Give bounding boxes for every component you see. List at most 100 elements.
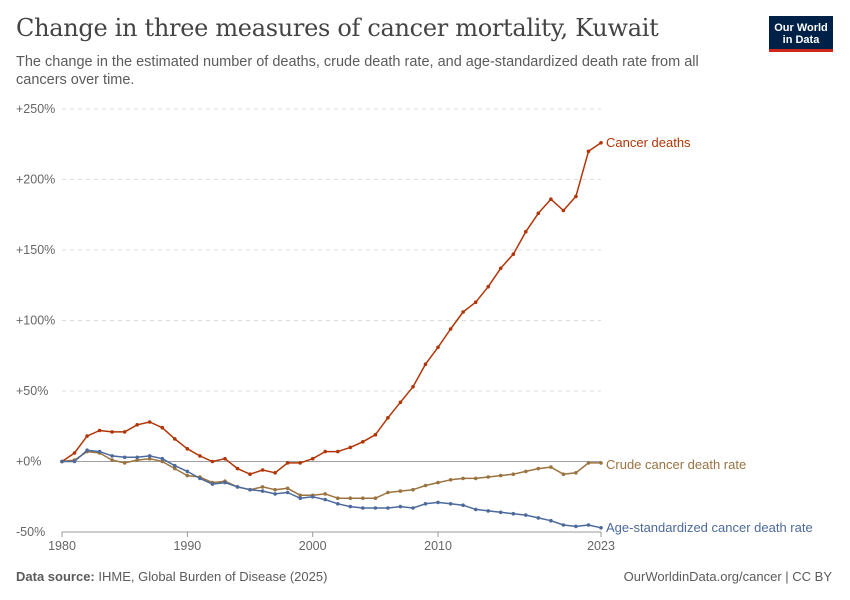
cancer-deaths-point	[160, 425, 165, 430]
crude-death-rate-point	[511, 472, 516, 477]
axis-layer: -50% +0% +50% +100% +150% +200% +250% 1980 1990 2…	[16, 102, 615, 553]
age-standardized-rate-point	[135, 455, 139, 460]
age-standardized-rate-point	[461, 503, 465, 508]
grid-layer	[62, 108, 601, 462]
age-standardized-rate-point	[486, 509, 491, 513]
age-standardized-rate-point	[198, 476, 202, 481]
age-standardized-rate-point	[85, 448, 89, 453]
cancer-deaths-point	[348, 445, 353, 450]
x-tick-label: 1980	[48, 539, 76, 553]
age-standardized-rate-point	[260, 489, 265, 493]
crude-death-rate-point	[586, 461, 591, 465]
age-standardized-rate-point	[574, 524, 578, 529]
logo-line-2: in Data	[782, 33, 820, 46]
cancer-deaths-point	[122, 430, 127, 434]
cancer-deaths-point	[310, 456, 315, 461]
cancer-deaths-point	[586, 149, 591, 154]
cancer-deaths-point	[198, 454, 202, 458]
cancer-deaths-point	[85, 434, 89, 438]
crude-death-rate-point	[498, 473, 503, 478]
age-standardized-rate-label: Age-standardized cancer death rate	[606, 520, 813, 535]
line-chart[interactable]: -50% +0% +50% +100% +150% +200% +250% 1980 1990 2…	[0, 0, 850, 560]
cancer-deaths-point	[361, 440, 365, 444]
cancer-deaths-point	[97, 428, 102, 433]
age-standardized-rate-point	[147, 454, 152, 458]
age-standardized-rate-point	[323, 497, 328, 502]
url-license[interactable]: OurWorldinData.org/cancer | CC BY	[623, 569, 832, 584]
age-standardized-rate-point	[72, 459, 77, 464]
label-layer: Cancer deaths Crude cancer death rate Age-…	[606, 135, 813, 535]
cancer-deaths-point	[386, 416, 390, 420]
crude-death-rate-point	[348, 496, 353, 501]
age-standardized-rate-point	[423, 502, 428, 506]
crude-death-rate-point	[373, 496, 378, 501]
crude-death-rate-point	[549, 465, 553, 469]
age-standardized-rate-point	[524, 513, 528, 517]
age-standardized-rate-point	[373, 506, 378, 510]
age-standardized-rate-point	[348, 504, 353, 509]
data-source-text[interactable]: IHME, Global Burden of Disease (2025)	[98, 569, 328, 584]
crude-death-rate-point	[473, 476, 478, 481]
age-standardized-rate-point	[436, 500, 440, 505]
cancer-deaths-point	[336, 449, 340, 454]
crude-death-rate-point	[536, 466, 541, 471]
age-standardized-rate-point	[173, 463, 177, 468]
cancer-deaths-point	[235, 466, 240, 471]
crude-death-rate-point	[135, 458, 139, 462]
cancer-deaths-point	[210, 459, 215, 464]
cancer-deaths-point	[536, 211, 541, 216]
crude-death-rate-point	[110, 458, 114, 462]
age-standardized-rate-point	[235, 485, 240, 489]
cancer-deaths-point	[411, 385, 415, 389]
x-tick-label: 2000	[299, 539, 327, 553]
crude-death-rate-point	[285, 486, 290, 491]
crude-death-rate-point	[361, 496, 365, 501]
cancer-deaths-label: Cancer deaths	[606, 135, 691, 150]
crude-death-rate-point	[386, 490, 390, 495]
age-standardized-rate-point	[361, 506, 365, 510]
y-tick-label: +150%	[16, 243, 55, 257]
y-tick-label: +0%	[16, 455, 41, 469]
cancer-deaths-point	[285, 461, 290, 465]
cancer-deaths-point	[436, 345, 440, 350]
cancer-deaths-point	[561, 208, 566, 213]
age-standardized-rate-point	[248, 487, 252, 492]
cancer-deaths-point	[574, 194, 578, 199]
cancer-deaths-point	[448, 327, 453, 331]
cancer-deaths-point	[486, 284, 491, 289]
data-source: Data source: IHME, Global Burden of Dise…	[16, 569, 327, 584]
crude-death-rate-line	[61, 450, 601, 499]
age-standardized-rate-point	[298, 496, 303, 501]
age-standardized-rate-point	[448, 502, 453, 506]
crude-death-rate-label: Crude cancer death rate	[606, 457, 746, 472]
cancer-deaths-point	[524, 229, 528, 234]
age-standardized-rate-point	[160, 456, 165, 461]
x-tick-label: 2010	[424, 539, 452, 553]
crude-death-rate-point	[273, 487, 277, 492]
age-standardized-rate-point	[473, 507, 478, 512]
crude-death-rate-point	[561, 472, 566, 477]
age-standardized-rate-point	[549, 518, 553, 523]
crude-death-rate-point	[398, 489, 403, 493]
cancer-deaths-point	[323, 449, 328, 454]
y-tick-label: -50%	[16, 525, 45, 539]
age-standardized-rate-point	[536, 516, 541, 520]
cancer-deaths-point	[248, 472, 252, 477]
data-source-label: Data source:	[16, 569, 95, 584]
age-standardized-rate-point	[411, 506, 415, 510]
age-standardized-rate-point	[285, 490, 290, 495]
y-tick-label: +100%	[16, 314, 55, 328]
crude-death-rate-point	[173, 466, 177, 471]
age-standardized-rate-point	[122, 455, 127, 460]
cancer-deaths-point	[373, 432, 378, 437]
age-standardized-rate-point	[561, 523, 566, 527]
crude-death-rate-point	[486, 475, 491, 479]
age-standardized-rate-point	[310, 495, 315, 499]
x-tick-label: 2023	[587, 539, 615, 553]
crude-death-rate-point	[185, 473, 190, 478]
age-standardized-rate-point	[273, 492, 277, 496]
crude-death-rate-point	[323, 492, 328, 496]
age-standardized-rate-point	[498, 510, 503, 515]
owid-logo[interactable]: Our World in Data	[769, 16, 833, 52]
age-standardized-rate-point	[185, 469, 190, 474]
